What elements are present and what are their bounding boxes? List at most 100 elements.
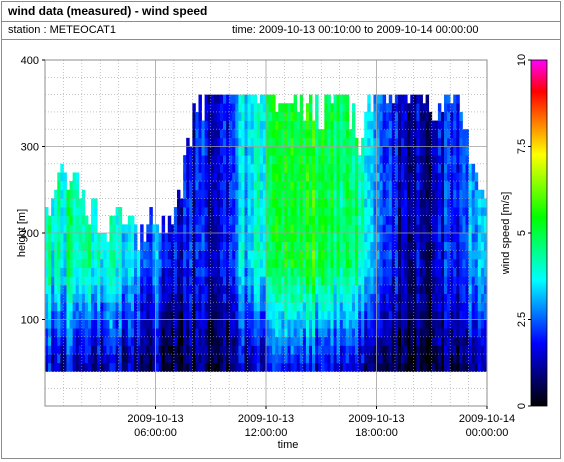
heatmap-cell [241,293,245,303]
heatmap-cell [444,172,448,182]
heatmap-cell [293,111,298,121]
heatmap-cell [152,233,156,243]
heatmap-cell [376,163,380,173]
heatmap-cell [63,224,67,234]
heatmap-cell [219,103,224,113]
heatmap-cell [364,163,368,173]
heatmap-cell [358,233,362,243]
heatmap-cell [293,319,298,329]
heatmap-cell [60,189,64,199]
heatmap-cell [407,233,411,243]
heatmap-cell [272,345,276,355]
heatmap-cell [462,129,466,139]
heatmap-cell [293,120,298,130]
heatmap-cell [81,198,86,208]
heatmap-cell [410,328,414,338]
heatmap-cell [299,354,304,364]
heatmap-cell [152,302,156,312]
heatmap-cell [330,328,334,338]
heatmap-cell [330,129,334,139]
heatmap-cell [308,310,313,320]
heatmap-cell [210,319,215,329]
heatmap-cell [146,241,150,251]
heatmap-cell [480,189,485,199]
heatmap-cell [57,250,61,260]
heatmap-cell [118,336,123,346]
heatmap-cell [382,328,387,338]
heatmap-cell [256,198,261,208]
heatmap-cell [84,215,89,225]
heatmap-cell [281,189,285,199]
heatmap-cell [302,319,307,329]
heatmap-cell [100,241,104,251]
heatmap-cell [244,224,248,234]
heatmap-cell [339,258,344,268]
heatmap-cell [480,250,485,260]
heatmap-cell [422,215,427,225]
heatmap-cell [78,267,83,277]
heatmap-cell [440,293,445,303]
heatmap-cell [161,241,166,251]
heatmap-cell [379,207,384,217]
heatmap-cell [219,94,224,104]
heatmap-cell [299,137,304,147]
heatmap-cell [324,310,328,320]
heatmap-cell [385,336,390,346]
heatmap-cell [45,276,49,286]
heatmap-cell [339,94,344,104]
heatmap-cell [81,302,86,312]
heatmap-cell [155,276,159,286]
heatmap-cell [269,302,273,312]
heatmap-cell [161,362,166,372]
heatmap-cell [413,319,417,329]
heatmap-cell [416,189,420,199]
heatmap-cell [155,336,159,346]
heatmap-cell [195,155,199,165]
heatmap-cell [465,310,469,320]
heatmap-cell [146,310,150,320]
heatmap-cell [428,207,433,217]
heatmap-cell [66,362,70,372]
heatmap-cell [186,163,190,173]
heatmap-cell [223,258,227,268]
heatmap-cell [223,302,227,312]
heatmap-cell [161,233,166,243]
heatmap-cell [367,293,371,303]
heatmap-cell [308,354,313,364]
heatmap-cell [284,224,288,234]
heatmap-cell [134,267,138,277]
heatmap-cell [275,129,279,139]
heatmap-cell [51,293,55,303]
heatmap-cell [284,129,288,139]
heatmap-cell [333,362,337,372]
heatmap-cell [250,103,255,113]
heatmap-cell [336,354,341,364]
heatmap-cell [373,267,377,277]
heatmap-cell [69,336,74,346]
heatmap-cell [324,111,328,121]
heatmap-cell [296,276,301,286]
heatmap-cell [364,328,368,338]
heatmap-cell [238,94,242,104]
heatmap-cell [134,258,138,268]
heatmap-cell [327,172,331,182]
heatmap-cell [48,224,52,234]
heatmap-cell [121,319,126,329]
heatmap-cell [302,207,307,217]
heatmap-cell [471,163,476,173]
heatmap-cell [428,302,433,312]
heatmap-cell [143,284,147,294]
heatmap-cell [244,345,248,355]
heatmap-cell [259,207,264,217]
heatmap-cell [401,250,405,260]
heatmap-cell [444,233,448,243]
heatmap-cell [170,233,175,243]
heatmap-cell [241,345,245,355]
heatmap-cell [413,233,417,243]
heatmap-cell [422,336,427,346]
heatmap-cell [253,241,258,251]
heatmap-cell [373,198,377,208]
heatmap-cell [176,189,181,199]
heatmap-cell [459,189,463,199]
heatmap-cell [434,198,439,208]
